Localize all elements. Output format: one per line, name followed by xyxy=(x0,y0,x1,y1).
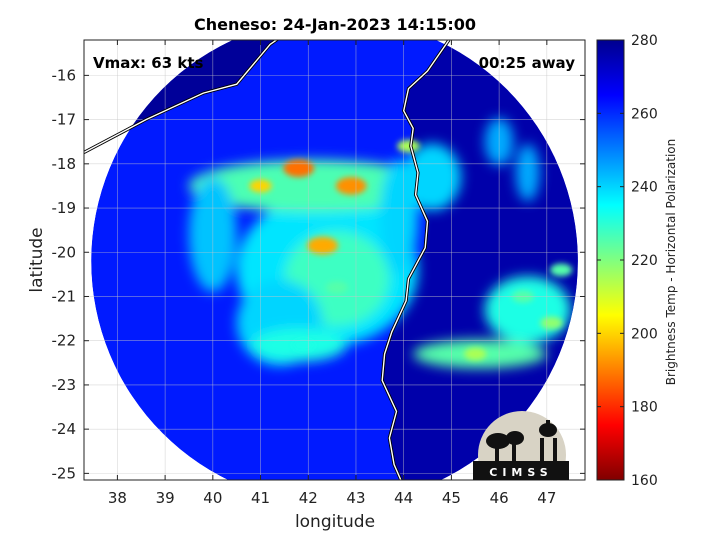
x-axis-ticks: 38 39 40 41 42 43 44 45 46 47 xyxy=(108,40,556,507)
colorbar-tick-label: 160 xyxy=(631,473,658,489)
time-away-label: 00:25 away xyxy=(479,54,576,72)
x-tick-label: 38 xyxy=(108,489,127,507)
x-tick-label: 41 xyxy=(251,489,270,507)
y-tick-label: -23 xyxy=(52,376,77,394)
x-tick-label: 39 xyxy=(156,489,175,507)
x-tick-label: 47 xyxy=(537,489,556,507)
y-tick-label: -25 xyxy=(52,464,77,482)
y-axis-ticks: -16 -17 -18 -19 -20 -21 -22 -23 -24 -25 xyxy=(52,66,585,482)
cloud-feature xyxy=(484,276,571,344)
x-tick-label: 44 xyxy=(394,489,413,507)
colorbar-gradient xyxy=(596,39,625,481)
colorbar-tick-label: 180 xyxy=(631,400,658,416)
cimss-logo-text: CIMSS xyxy=(489,466,552,479)
convective-cell xyxy=(325,281,349,295)
x-tick-label: 46 xyxy=(490,489,509,507)
cloud-feature xyxy=(188,159,438,213)
coastline-line xyxy=(381,40,450,480)
colorbar-label: Brightness Temp - Horizontal Polarizatio… xyxy=(664,139,678,386)
y-tick-label: -18 xyxy=(52,155,77,173)
convective-cell xyxy=(335,177,367,195)
convective-cell xyxy=(549,263,573,277)
y-tick-label: -21 xyxy=(52,287,77,305)
cimss-logo: CIMSS xyxy=(473,411,569,480)
coastline xyxy=(84,40,451,480)
y-tick-label: -17 xyxy=(52,111,77,129)
y-tick-label: -19 xyxy=(52,199,77,217)
cloud-feature xyxy=(515,144,540,202)
cloud-feature xyxy=(403,143,461,211)
x-tick-label: 45 xyxy=(442,489,461,507)
y-tick-label: -20 xyxy=(52,243,77,261)
colorbar: 160 180 200 220 240 260 280 Brightness Temp - … xyxy=(596,33,678,489)
convective-cell xyxy=(307,236,338,255)
convective-cell xyxy=(464,347,487,361)
y-tick-label: -24 xyxy=(52,420,77,438)
cloud-features xyxy=(188,117,571,369)
vmax-label: Vmax: 63 kts xyxy=(93,54,203,72)
convective-cells xyxy=(249,139,573,361)
y-tick-label: -22 xyxy=(52,332,77,350)
north-coast-line xyxy=(84,40,278,154)
y-axis-label: latitude xyxy=(27,227,47,292)
colorbar-tick-label: 260 xyxy=(631,106,658,122)
convective-cell xyxy=(283,159,315,178)
axes-frame xyxy=(83,39,586,481)
convective-cell xyxy=(397,139,420,153)
colorbar-tick-label: 200 xyxy=(631,326,658,342)
colorbar-tick-label: 220 xyxy=(631,253,658,269)
colorbar-tick-label: 240 xyxy=(631,180,658,196)
x-tick-label: 43 xyxy=(346,489,365,507)
chart-title: Cheneso: 24-Jan-2023 14:15:00 xyxy=(194,15,476,34)
x-tick-label: 40 xyxy=(203,489,222,507)
x-tick-label: 42 xyxy=(299,489,318,507)
y-tick-label: -16 xyxy=(52,66,77,84)
convective-cell xyxy=(540,316,563,330)
colorbar-tick-label: 280 xyxy=(631,33,658,49)
colorbar-ticks: 160 180 200 220 240 260 280 xyxy=(597,33,658,489)
convective-cell xyxy=(292,338,315,352)
x-axis-label: longitude xyxy=(295,512,375,532)
